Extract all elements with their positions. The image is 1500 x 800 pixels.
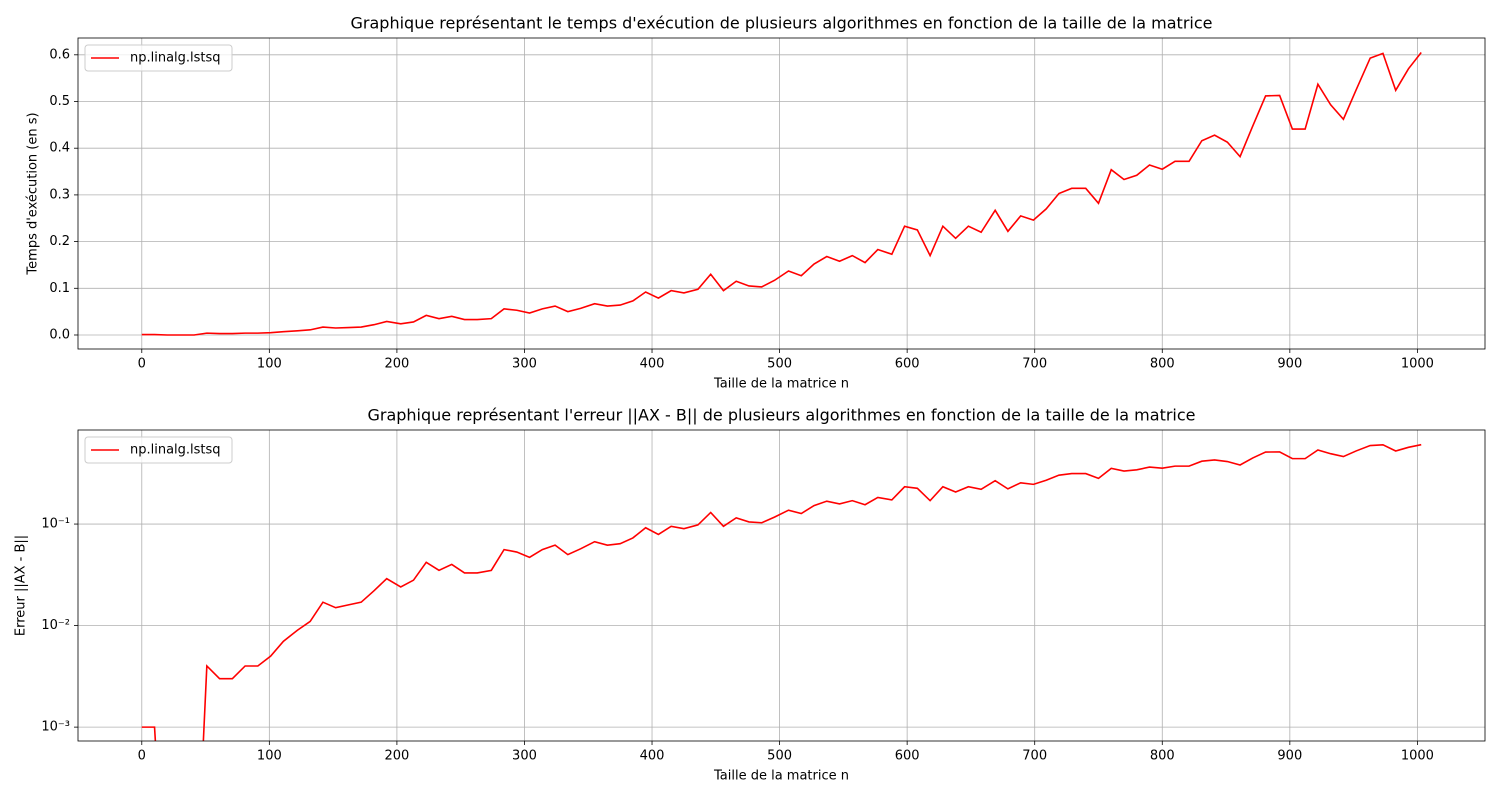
legend-label: np.linalg.lstsq — [130, 51, 221, 66]
chart-title: Graphique représentant le temps d'exécut… — [351, 14, 1213, 33]
x-tick-label: 700 — [1022, 749, 1047, 764]
y-tick-label: 0.5 — [49, 94, 70, 109]
y-tick-label: 10⁻¹ — [41, 517, 70, 532]
y-tick-label: 0.2 — [49, 234, 70, 249]
x-tick-label: 300 — [512, 357, 537, 372]
x-tick-label: 0 — [138, 749, 146, 764]
legend: np.linalg.lstsq — [84, 44, 233, 72]
x-tick-label: 100 — [257, 357, 282, 372]
x-tick-label: 1000 — [1401, 749, 1434, 764]
y-tick-label: 0.3 — [49, 187, 70, 202]
x-tick-label: 100 — [257, 749, 282, 764]
x-tick-label: 900 — [1277, 749, 1302, 764]
x-tick-label: 800 — [1150, 357, 1175, 372]
y-axis-label: Erreur ||AX - B|| — [14, 535, 29, 636]
y-tick-label: 10⁻³ — [41, 720, 70, 735]
plot-frame — [77, 37, 1486, 350]
legend-label: np.linalg.lstsq — [130, 443, 221, 458]
x-tick-label: 800 — [1150, 749, 1175, 764]
x-tick-label: 400 — [640, 357, 665, 372]
legend: np.linalg.lstsq — [84, 436, 233, 464]
legend-box — [84, 436, 233, 464]
data-line — [141, 51, 1422, 336]
legend-box — [84, 44, 233, 72]
x-tick-label: 0 — [138, 357, 146, 372]
x-tick-label: 1000 — [1401, 357, 1434, 372]
x-axis-label: Taille de la matrice n — [713, 377, 849, 392]
x-axis-label: Taille de la matrice n — [713, 769, 849, 784]
y-tick-label: 0.1 — [49, 281, 70, 296]
x-tick-label: 600 — [895, 749, 920, 764]
data-line — [141, 443, 1422, 741]
y-tick-label: 10⁻² — [41, 618, 70, 633]
y-tick-label: 0.0 — [49, 327, 70, 342]
chart-title: Graphique représentant l'erreur ||AX - B… — [367, 406, 1195, 425]
x-tick-label: 300 — [512, 749, 537, 764]
x-tick-label: 900 — [1277, 357, 1302, 372]
x-tick-label: 700 — [1022, 357, 1047, 372]
x-tick-label: 600 — [895, 357, 920, 372]
y-tick-label: 0.4 — [49, 141, 70, 156]
y-axis-label: Temps d'exécution (en s) — [26, 112, 41, 275]
x-tick-label: 200 — [384, 357, 409, 372]
x-tick-label: 500 — [767, 357, 792, 372]
plot-frame — [77, 429, 1486, 742]
x-tick-label: 200 — [384, 749, 409, 764]
y-tick-label: 0.6 — [49, 47, 70, 62]
x-tick-label: 400 — [640, 749, 665, 764]
x-tick-label: 500 — [767, 749, 792, 764]
